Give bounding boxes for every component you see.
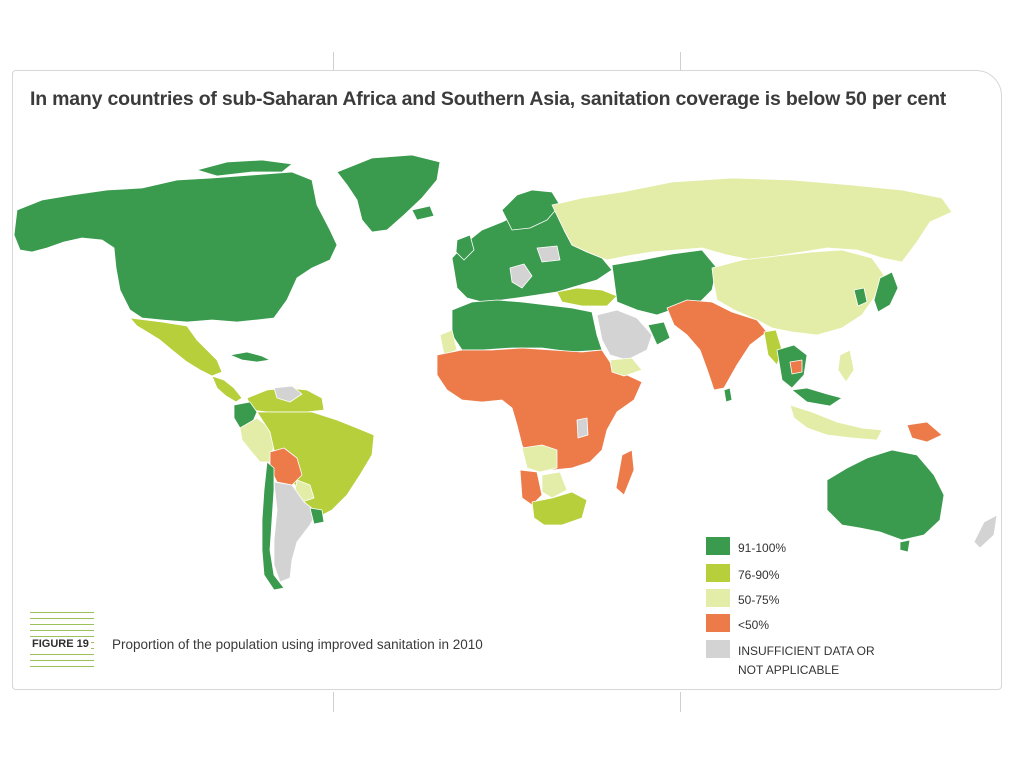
legend-label-nodata: INSUFFICIENT DATA OR NOT APPLICABLE — [738, 643, 875, 678]
legend-swatch-verylow — [706, 614, 730, 632]
crop-mark — [333, 692, 334, 712]
figure-title: In many countries of sub-Saharan Africa … — [30, 88, 947, 110]
region-uk — [455, 234, 475, 261]
legend-label-high: 91-100% — [738, 541, 787, 555]
region-north-america — [13, 171, 338, 323]
region-yemen-oman — [609, 357, 643, 377]
legend-label-low: 50-75% — [738, 593, 780, 607]
legend-swatch-high — [706, 537, 730, 555]
region-balkans-nodata — [509, 263, 533, 289]
region-japan — [873, 271, 899, 313]
region-mexico — [129, 317, 223, 377]
region-russia — [551, 177, 953, 263]
region-philippines — [837, 349, 855, 383]
region-indonesia — [789, 404, 883, 441]
region-central-america — [211, 375, 243, 403]
region-sub-saharan-africa — [436, 347, 643, 471]
region-namibia — [519, 469, 543, 506]
region-caribbean — [229, 351, 271, 363]
region-argentina — [273, 481, 318, 583]
region-north-africa — [451, 299, 603, 353]
legend-swatch-nodata — [706, 640, 730, 658]
crop-mark — [333, 52, 334, 70]
region-arabia — [596, 309, 653, 361]
region-new-zealand — [973, 514, 998, 549]
crop-mark — [680, 692, 681, 712]
region-korea — [853, 287, 868, 307]
region-angola-zambia — [521, 444, 558, 473]
region-somalia-nodata — [576, 417, 589, 439]
region-arctic-islands — [196, 159, 293, 177]
region-png — [906, 421, 943, 443]
legend-label-mid: 76-90% — [738, 568, 780, 582]
region-chile — [261, 461, 285, 591]
region-gulf — [647, 321, 671, 346]
region-cambodia — [789, 359, 803, 375]
region-malaysia — [791, 387, 843, 407]
region-botswana — [541, 471, 568, 499]
region-australia — [826, 449, 945, 541]
world-map — [13, 154, 998, 591]
region-south-asia — [666, 299, 768, 391]
region-south-africa — [531, 491, 588, 526]
region-sri-lanka — [723, 387, 733, 403]
region-china — [711, 249, 885, 336]
region-madagascar — [615, 449, 635, 496]
legend-label-verylow: <50% — [738, 618, 770, 632]
legend-swatch-low — [706, 589, 730, 607]
region-ukraine-nodata — [536, 245, 561, 263]
legend-swatch-mid — [706, 564, 730, 582]
crop-mark — [680, 52, 681, 70]
legend-label-nodata-line1: INSUFFICIENT DATA OR — [738, 644, 875, 658]
region-tasmania — [899, 539, 911, 553]
region-iran-central-asia — [611, 249, 718, 316]
legend-label-nodata-line2: NOT APPLICABLE — [738, 663, 840, 677]
region-guiana-nodata — [273, 385, 303, 403]
figure-label: FIGURE 19 — [30, 638, 91, 650]
region-greenland — [336, 154, 441, 233]
region-turkey — [556, 287, 618, 307]
region-iceland — [411, 205, 435, 221]
figure-caption: Proportion of the population using impro… — [112, 637, 483, 652]
region-western-sahara — [439, 329, 458, 356]
region-uruguay — [309, 507, 325, 525]
